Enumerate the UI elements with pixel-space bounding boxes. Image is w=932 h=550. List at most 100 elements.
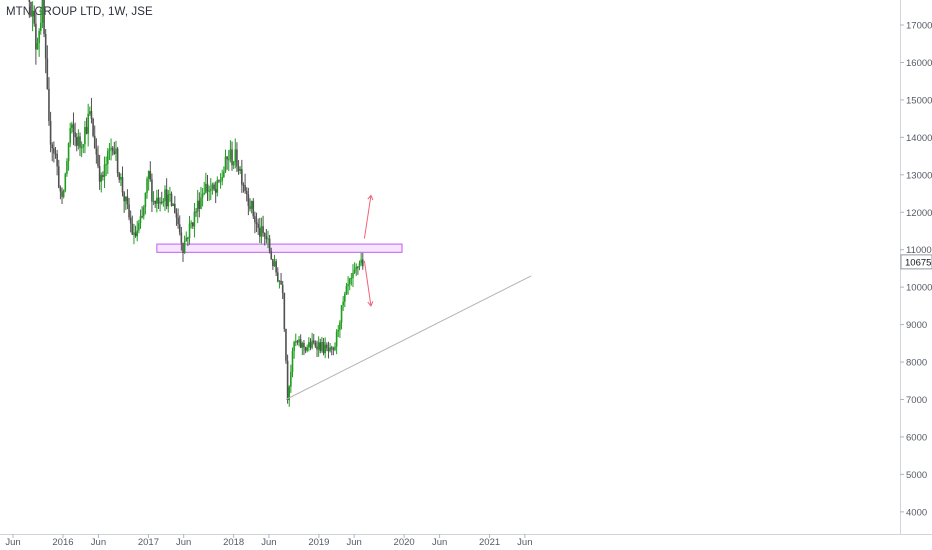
- candle-body: [231, 149, 233, 166]
- candle-body: [298, 339, 300, 343]
- candle-body: [195, 211, 197, 213]
- candle-body: [172, 203, 174, 207]
- candle-down: [160, 191, 163, 205]
- candle-body: [84, 127, 86, 145]
- candle-down: [286, 354, 289, 404]
- time-tick-label: 2018: [223, 537, 244, 548]
- price-tick-label: 5000: [906, 470, 927, 481]
- candle-body: [344, 294, 346, 302]
- candle-body: [48, 89, 50, 122]
- candle-down: [28, 0, 31, 18]
- candle-down: [213, 182, 215, 192]
- candle-body: [345, 286, 348, 295]
- candle-body: [311, 340, 313, 348]
- candle-body: [247, 194, 250, 207]
- candle-body: [259, 227, 261, 237]
- candle-up: [172, 203, 174, 207]
- candle-body: [33, 10, 36, 24]
- candle-down: [154, 200, 157, 208]
- candle-body: [203, 192, 206, 194]
- candle-body: [162, 200, 165, 203]
- plot-area: [28, 0, 532, 407]
- candle-body: [306, 347, 309, 351]
- price-tick-label: 4000: [906, 507, 927, 518]
- candle-down: [231, 141, 233, 171]
- price-axis[interactable]: 4000 5000 6000 7000 8000 9000 10000 11000 12000 1…: [900, 21, 932, 519]
- price-tick-label: 16000: [906, 58, 932, 69]
- candle-down: [245, 187, 248, 202]
- candle-body: [98, 166, 101, 182]
- candle-down: [281, 280, 284, 300]
- candle-body: [309, 342, 312, 348]
- candle-up: [87, 103, 89, 147]
- candle-up: [77, 129, 80, 150]
- price-tick-label: 12000: [906, 208, 932, 219]
- candle-down: [314, 340, 317, 349]
- candle-body: [361, 259, 364, 267]
- candle-body: [303, 342, 305, 348]
- candle-down: [263, 232, 266, 246]
- candle-body: [216, 180, 219, 193]
- candle-up: [278, 280, 281, 289]
- candle-up: [239, 166, 241, 175]
- candle-body: [229, 149, 232, 160]
- candle-body: [139, 216, 142, 224]
- candle-body: [138, 223, 140, 231]
- candle-body: [121, 176, 124, 193]
- candle-up: [360, 252, 362, 266]
- candle-down: [174, 195, 176, 214]
- candle-down: [255, 212, 258, 233]
- time-tick-label: 2017: [138, 537, 159, 548]
- candle-body: [236, 149, 238, 167]
- candle-up: [352, 264, 354, 287]
- candle-up: [267, 230, 269, 249]
- candle-body: [39, 23, 42, 31]
- candle-body: [239, 169, 241, 171]
- candle-body: [107, 150, 109, 165]
- candle-up: [115, 140, 117, 161]
- candle-body: [174, 203, 176, 214]
- candle-up: [133, 223, 135, 245]
- candle-up: [344, 291, 346, 308]
- candle-body: [54, 153, 57, 155]
- candle-body: [218, 180, 220, 182]
- candle-down: [280, 272, 282, 285]
- candle-up: [200, 186, 202, 210]
- candle-body: [134, 232, 137, 237]
- time-tick-label: 2016: [52, 537, 73, 548]
- candle-body: [255, 222, 258, 224]
- candle-down: [90, 97, 93, 124]
- candle-down: [57, 159, 60, 189]
- candle-down: [254, 211, 256, 234]
- candle-body: [190, 222, 192, 224]
- candle-body: [304, 347, 307, 351]
- candle-body: [136, 230, 139, 237]
- arrow-shaft: [363, 195, 372, 239]
- arrow-shaft: [363, 260, 372, 306]
- candle-body: [293, 341, 295, 351]
- candle-down: [276, 267, 279, 283]
- candle-body: [157, 197, 160, 204]
- candle-down: [121, 166, 124, 197]
- time-tick-label: Jun: [176, 537, 191, 548]
- candle-body: [46, 58, 49, 90]
- time-axis[interactable]: Jun 2016 Jun 2017 Jun 2018 Jun 2019 Jun 2020 Jun 20…: [5, 534, 532, 548]
- candle-down: [43, 0, 45, 38]
- candle-up: [298, 335, 300, 347]
- candle-body: [118, 173, 121, 180]
- candle-up: [41, 0, 44, 29]
- candle-down: [56, 149, 58, 176]
- candle-body: [165, 189, 168, 207]
- candle-down: [97, 145, 99, 169]
- candle-up: [347, 276, 349, 295]
- candle-up: [234, 138, 237, 169]
- candle-up: [201, 188, 204, 207]
- time-tick-label: 2020: [394, 537, 415, 548]
- candle-body: [144, 192, 147, 208]
- candle-down: [30, 1, 32, 18]
- candle-up: [64, 172, 67, 193]
- resistance-zone-layer: [156, 243, 403, 253]
- candle-up: [342, 296, 344, 311]
- candle-body: [321, 341, 323, 351]
